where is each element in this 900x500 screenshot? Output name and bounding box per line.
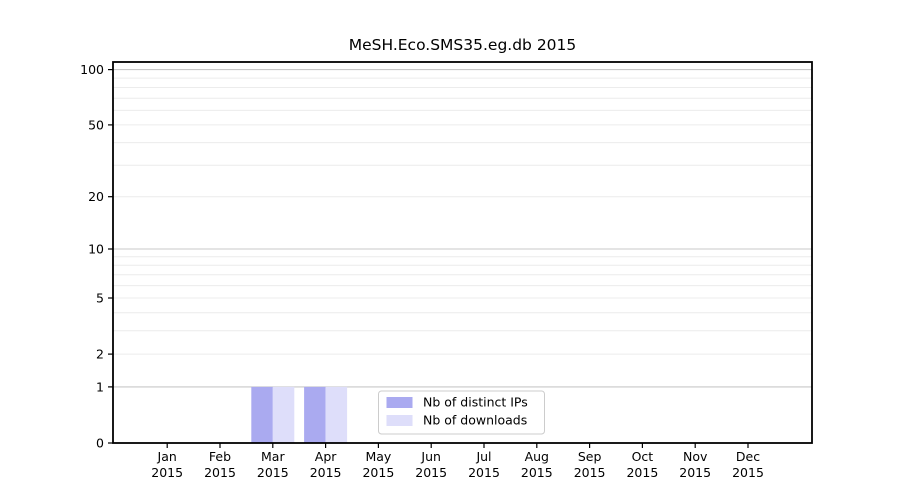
x-tick-label-year: 2015 <box>362 465 394 480</box>
x-tick-label-year: 2015 <box>521 465 553 480</box>
x-tick-label-year: 2015 <box>626 465 658 480</box>
x-tick-label-year: 2015 <box>415 465 447 480</box>
x-tick-label-month: Jun <box>420 449 441 464</box>
x-tick-label-year: 2015 <box>468 465 500 480</box>
legend-swatch-nb-of-distinct-ips <box>386 397 413 408</box>
x-tick-label-year: 2015 <box>204 465 236 480</box>
x-tick-label-month: Mar <box>261 449 285 464</box>
y-tick-label: 100 <box>80 62 104 77</box>
x-tick-label-month: Feb <box>209 449 231 464</box>
y-tick-label: 50 <box>88 117 104 132</box>
legend-label: Nb of downloads <box>423 413 527 428</box>
bar-apr-nb-of-distinct-ips <box>304 386 326 443</box>
y-tick-label: 5 <box>96 291 104 306</box>
plot-border <box>112 61 813 444</box>
x-tick-label-month: May <box>365 449 391 464</box>
bar-mar-nb-of-downloads <box>272 386 295 443</box>
x-tick-label-year: 2015 <box>257 465 289 480</box>
x-tick-label-year: 2015 <box>679 465 711 480</box>
bar-mar-nb-of-distinct-ips <box>251 386 273 443</box>
x-tick-label-month: Apr <box>315 449 337 464</box>
x-tick-label-month: Jul <box>475 449 491 464</box>
x-tick-label-month: Dec <box>736 449 760 464</box>
x-tick-label-year: 2015 <box>310 465 342 480</box>
x-tick-label-month: Aug <box>525 449 549 464</box>
y-tick-label: 0 <box>96 436 104 451</box>
bar-apr-nb-of-downloads <box>325 386 348 443</box>
legend-box <box>378 390 545 435</box>
x-tick-label-month: Sep <box>578 449 602 464</box>
y-tick-label: 20 <box>88 189 104 204</box>
y-tick-label: 2 <box>96 347 104 362</box>
x-tick-label-year: 2015 <box>574 465 606 480</box>
chart-title: MeSH.Eco.SMS35.eg.db 2015 <box>349 36 577 54</box>
y-tick-label: 10 <box>88 242 104 257</box>
x-tick-label-month: Jan <box>157 449 177 464</box>
legend-swatch-nb-of-downloads <box>386 415 413 426</box>
x-tick-label-month: Oct <box>632 449 654 464</box>
x-tick-label-month: Nov <box>683 449 708 464</box>
y-tick-label: 1 <box>96 379 104 394</box>
x-tick-label-year: 2015 <box>151 465 183 480</box>
x-tick-label-year: 2015 <box>732 465 764 480</box>
legend-label: Nb of distinct IPs <box>423 395 528 410</box>
